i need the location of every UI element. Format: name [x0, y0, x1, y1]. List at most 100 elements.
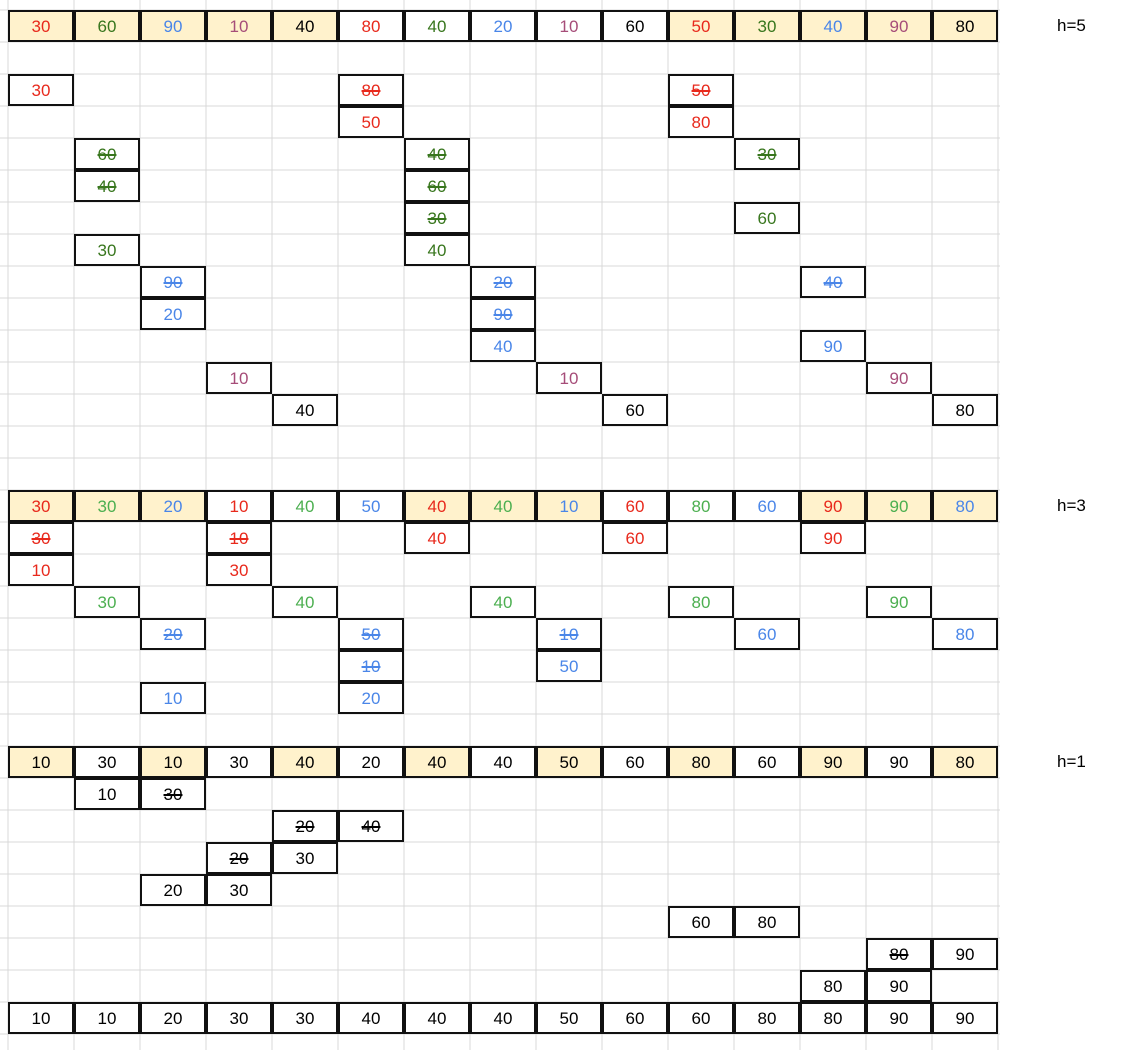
pass-input-cell: 10: [206, 10, 272, 42]
pass-input-cell: 60: [602, 10, 668, 42]
cell-value: 10: [229, 496, 249, 516]
cell-value: 30: [229, 560, 249, 580]
pass-input-cell: 30: [8, 490, 74, 522]
cell-value: 40: [427, 496, 447, 516]
pass-input-cell: 50: [668, 10, 734, 42]
cell-value: 30: [427, 208, 447, 228]
cell-value: 40: [97, 176, 117, 196]
struck-step-cell: 50: [338, 618, 404, 650]
step-cell: 30: [74, 234, 140, 266]
struck-step-cell: 30: [404, 202, 470, 234]
cell-value: 40: [295, 752, 315, 772]
step-cell: 90: [866, 586, 932, 618]
struck-step-cell: 30: [8, 522, 74, 554]
pass-input-cell: 30: [74, 490, 140, 522]
cell-value: 90: [889, 368, 909, 388]
step-cell: 20: [338, 682, 404, 714]
struck-step-cell: 20: [206, 842, 272, 874]
step-cell: 30: [206, 554, 272, 586]
struck-step-cell: 60: [404, 170, 470, 202]
cell-value: 30: [97, 752, 117, 772]
cell-value: 30: [229, 880, 249, 900]
step-cell: 30: [74, 586, 140, 618]
gap-label: h=1: [1057, 752, 1086, 771]
struck-step-cell: 90: [140, 266, 206, 298]
cell-value: 90: [955, 944, 975, 964]
cell-value: 90: [889, 592, 909, 612]
cell-value: 90: [889, 976, 909, 996]
cell-value: 80: [955, 624, 975, 644]
cell-value: 10: [97, 1008, 117, 1028]
cell-value: 10: [163, 688, 183, 708]
pass-input-cell: 90: [866, 490, 932, 522]
pass-input-cell: 60: [602, 490, 668, 522]
cell-value: 90: [823, 752, 843, 772]
cell-value: 40: [427, 752, 447, 772]
result-cell: 40: [404, 1002, 470, 1034]
pass-input-cell: 90: [866, 746, 932, 778]
pass-input-cell: 40: [470, 490, 536, 522]
cell-value: 50: [691, 16, 711, 36]
cell-value: 30: [229, 1008, 249, 1028]
cell-value: 90: [163, 272, 183, 292]
step-cell: 10: [74, 778, 140, 810]
pass-input-cell: 40: [272, 10, 338, 42]
step-cell: 40: [272, 394, 338, 426]
step-cell: 90: [866, 362, 932, 394]
result-cell: 40: [338, 1002, 404, 1034]
cell-value: 30: [295, 848, 315, 868]
cell-value: 40: [295, 400, 315, 420]
cell-value: 40: [427, 240, 447, 260]
cell-value: 60: [625, 752, 645, 772]
cell-value: 90: [955, 1008, 975, 1028]
cell-value: 40: [427, 16, 447, 36]
cell-value: 90: [889, 16, 909, 36]
cell-value: 80: [823, 976, 843, 996]
cell-value: 30: [97, 240, 117, 260]
pass-input-cell: 50: [338, 490, 404, 522]
struck-step-cell: 20: [272, 810, 338, 842]
step-cell: 40: [404, 234, 470, 266]
step-cell: 10: [536, 362, 602, 394]
cell-value: 10: [559, 496, 579, 516]
struck-step-cell: 20: [470, 266, 536, 298]
cell-value: 40: [361, 816, 381, 836]
cell-value: 60: [427, 176, 447, 196]
pass-input-cell: 30: [74, 746, 140, 778]
struck-step-cell: 10: [206, 522, 272, 554]
cell-value: 40: [427, 528, 447, 548]
result-cell: 90: [866, 1002, 932, 1034]
step-cell: 90: [866, 970, 932, 1002]
pass-input-cell: 90: [866, 10, 932, 42]
cell-value: 80: [955, 752, 975, 772]
cell-value: 40: [361, 1008, 381, 1028]
cell-value: 40: [295, 16, 315, 36]
cell-value: 10: [97, 784, 117, 804]
cell-value: 10: [163, 752, 183, 772]
struck-step-cell: 90: [470, 298, 536, 330]
cell-value: 20: [163, 1008, 183, 1028]
pass-input-cell: 80: [668, 490, 734, 522]
step-cell: 10: [140, 682, 206, 714]
pass-input-cell: 80: [932, 490, 998, 522]
cell-value: 40: [823, 16, 843, 36]
step-cell: 80: [668, 586, 734, 618]
pass-input-cell: 50: [536, 746, 602, 778]
pass-input-cell: 40: [404, 10, 470, 42]
result-cell: 40: [470, 1002, 536, 1034]
cell-value: 60: [757, 624, 777, 644]
step-cell: 50: [536, 650, 602, 682]
cell-value: 20: [163, 496, 183, 516]
pass-input-cell: 60: [74, 10, 140, 42]
gap-label: h=3: [1057, 496, 1086, 515]
struck-step-cell: 40: [404, 138, 470, 170]
cell-value: 60: [757, 496, 777, 516]
cell-value: 20: [361, 688, 381, 708]
step-cell: 40: [404, 522, 470, 554]
cell-value: 10: [31, 560, 51, 580]
cell-value: 20: [493, 16, 513, 36]
cell-value: 80: [691, 496, 711, 516]
pass-input-cell: 60: [734, 746, 800, 778]
cell-value: 80: [361, 16, 381, 36]
result-cell: 90: [932, 1002, 998, 1034]
